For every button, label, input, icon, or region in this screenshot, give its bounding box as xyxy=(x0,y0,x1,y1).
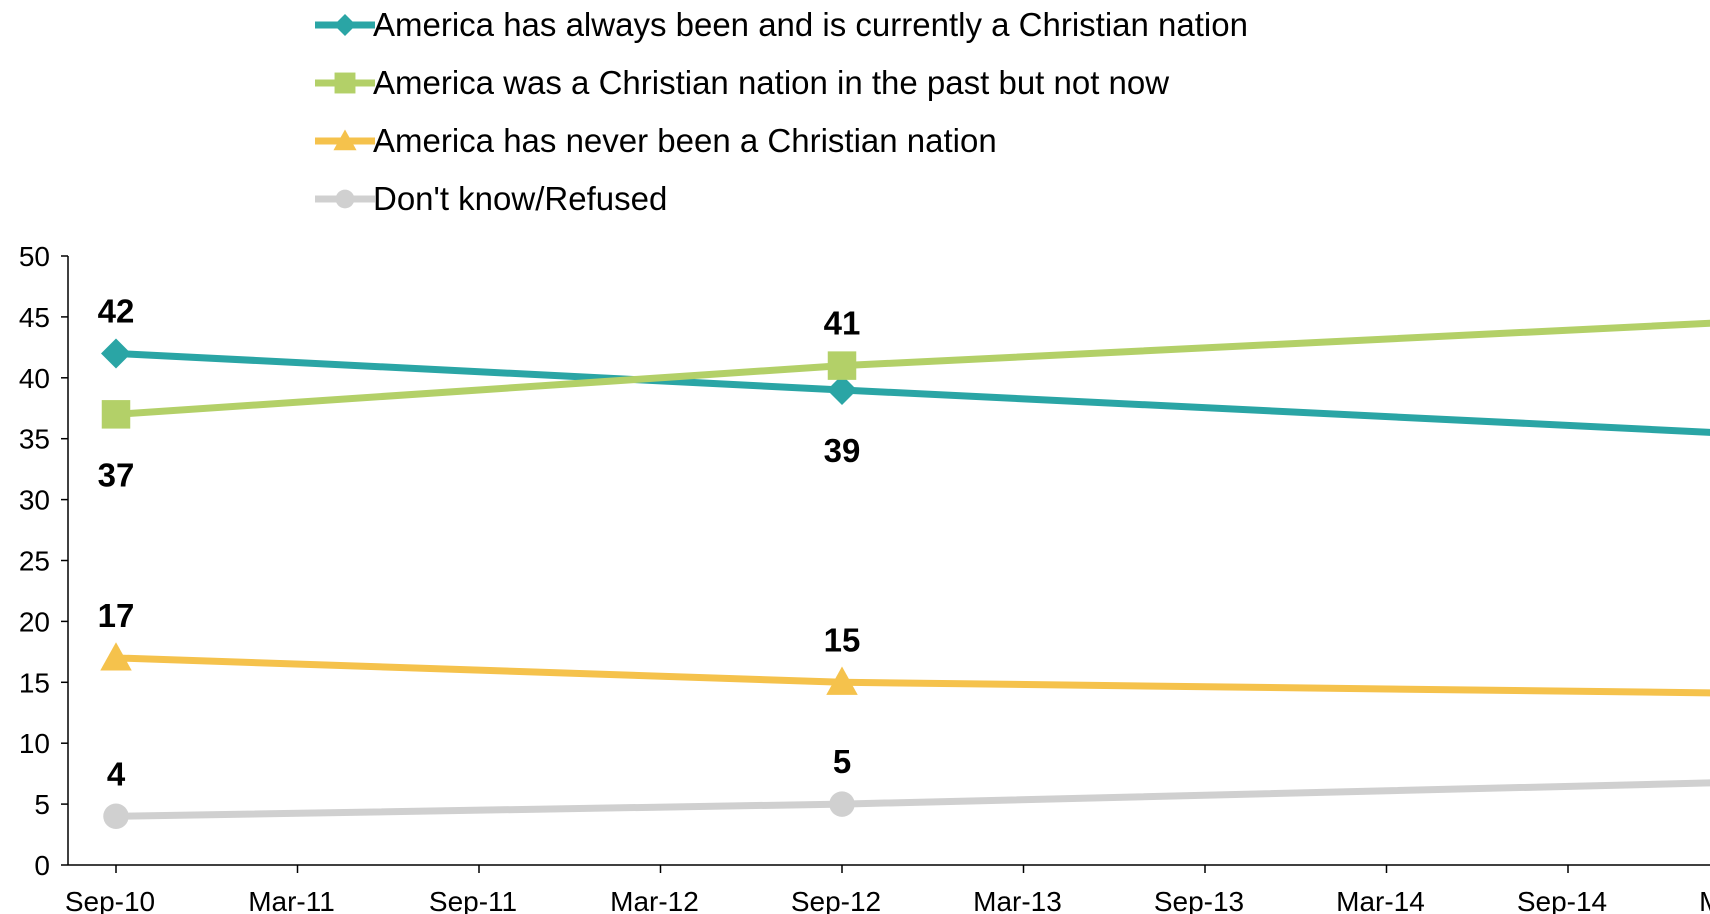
y-tick-label: 30 xyxy=(19,485,50,516)
circle-marker xyxy=(829,791,855,817)
diamond-marker xyxy=(827,374,857,405)
y-tick-label: 25 xyxy=(19,546,50,577)
series-4 xyxy=(103,779,1710,830)
x-tick-label: Sep-10 xyxy=(65,886,155,914)
series-line xyxy=(115,654,1710,697)
x-tick-label: Mar-14 xyxy=(1336,886,1425,914)
y-tick-label: 0 xyxy=(34,850,50,881)
legend-label: America has never been a Christian natio… xyxy=(373,122,997,159)
triangle-marker xyxy=(826,666,858,695)
triangle-marker xyxy=(100,642,132,671)
legend-label: Don't know/Refused xyxy=(373,180,667,217)
series-1 xyxy=(101,338,1710,436)
data-label: 39 xyxy=(824,432,861,469)
legend-item: Don't know/Refused xyxy=(315,180,667,217)
series-line xyxy=(115,779,1710,820)
square-marker xyxy=(827,351,857,380)
x-tick-label: Sep-13 xyxy=(1154,886,1244,914)
y-tick-label: 50 xyxy=(19,241,50,272)
circle-marker xyxy=(335,189,355,209)
triangle-marker xyxy=(333,129,357,151)
y-tick-label: 40 xyxy=(19,363,50,394)
x-tick-label: Mar-15 xyxy=(1699,886,1710,914)
y-tick-label: 15 xyxy=(19,667,50,698)
y-tick-label: 20 xyxy=(19,606,50,637)
legend-label: America was a Christian nation in the pa… xyxy=(373,64,1169,101)
data-label: 15 xyxy=(824,621,861,658)
x-tick-label: Sep-14 xyxy=(1517,886,1607,914)
data-label: 4 xyxy=(107,755,126,792)
x-tick-label: Mar-13 xyxy=(973,886,1062,914)
data-label: 37 xyxy=(98,456,135,493)
series-group xyxy=(100,319,1710,830)
diamond-marker xyxy=(101,338,131,369)
y-tick-label: 5 xyxy=(34,789,50,820)
x-tick-label: Mar-11 xyxy=(248,886,335,914)
y-tick-label: 45 xyxy=(19,302,50,333)
data-label: 41 xyxy=(824,305,861,342)
legend-item: America was a Christian nation in the pa… xyxy=(315,64,1169,101)
y-tick-label: 35 xyxy=(19,424,50,455)
square-marker xyxy=(101,400,131,429)
x-tick-label: Sep-11 xyxy=(429,886,517,914)
legend: America has always been and is currently… xyxy=(315,6,1248,217)
legend-item: America has never been a Christian natio… xyxy=(315,122,997,159)
x-tick-label: Sep-12 xyxy=(791,886,881,914)
legend-item: America has always been and is currently… xyxy=(315,6,1248,43)
diamond-marker xyxy=(334,14,356,36)
legend-label: America has always been and is currently… xyxy=(373,6,1248,43)
square-marker xyxy=(334,72,356,94)
circle-marker xyxy=(103,803,129,830)
series-2 xyxy=(101,319,1710,429)
x-tick-label: Mar-12 xyxy=(610,886,699,914)
series-3 xyxy=(100,642,1710,697)
data-label: 5 xyxy=(833,743,851,780)
y-tick-label: 10 xyxy=(19,728,50,759)
data-labels: 423935374145171514457 xyxy=(98,292,861,792)
data-label: 17 xyxy=(98,597,135,634)
data-label: 42 xyxy=(98,292,135,329)
